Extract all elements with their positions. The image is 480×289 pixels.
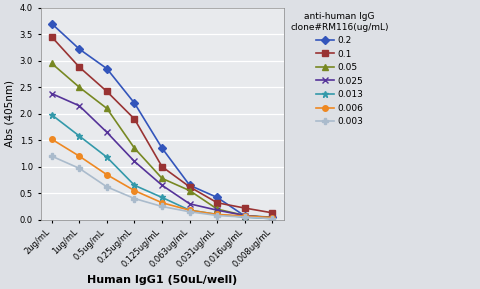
Line: 0.003: 0.003 <box>49 153 275 221</box>
0.013 <box>48 113 54 116</box>
0.006 <box>132 189 137 192</box>
Line: 0.1: 0.1 <box>49 34 275 216</box>
0.05 <box>132 147 137 150</box>
0.013 <box>76 134 82 138</box>
0.003 <box>76 166 82 170</box>
Line: 0.2: 0.2 <box>49 21 275 220</box>
0.1 <box>186 185 192 189</box>
0.006 <box>241 214 247 218</box>
0.05 <box>269 216 275 219</box>
0.2 <box>269 215 275 219</box>
0.1 <box>269 211 275 215</box>
0.2 <box>132 101 137 105</box>
0.013 <box>104 155 109 159</box>
0.025 <box>214 208 220 212</box>
0.05 <box>104 107 109 110</box>
0.003 <box>48 154 54 158</box>
0.2 <box>214 196 220 199</box>
0.003 <box>186 210 192 214</box>
0.05 <box>48 62 54 65</box>
X-axis label: Human IgG1 (50uL/well): Human IgG1 (50uL/well) <box>87 275 237 285</box>
0.006 <box>186 208 192 212</box>
0.013 <box>159 196 165 199</box>
0.013 <box>269 217 275 221</box>
Y-axis label: Abs (405nm): Abs (405nm) <box>4 80 14 147</box>
0.025 <box>48 92 54 95</box>
0.003 <box>104 185 109 189</box>
0.1 <box>104 90 109 93</box>
0.1 <box>76 65 82 69</box>
0.006 <box>214 213 220 216</box>
0.013 <box>132 184 137 187</box>
0.006 <box>48 138 54 141</box>
0.2 <box>159 147 165 150</box>
Line: 0.025: 0.025 <box>48 90 276 222</box>
0.003 <box>159 205 165 208</box>
0.003 <box>132 197 137 200</box>
0.025 <box>76 104 82 108</box>
0.05 <box>159 177 165 180</box>
0.003 <box>214 214 220 217</box>
0.1 <box>214 201 220 205</box>
0.003 <box>269 217 275 221</box>
0.006 <box>159 201 165 205</box>
0.025 <box>159 184 165 187</box>
0.006 <box>104 173 109 176</box>
0.1 <box>241 206 247 210</box>
0.013 <box>241 215 247 219</box>
Line: 0.006: 0.006 <box>49 136 275 221</box>
Line: 0.013: 0.013 <box>48 111 276 222</box>
0.05 <box>241 214 247 217</box>
0.013 <box>214 213 220 216</box>
0.025 <box>241 214 247 217</box>
Legend: 0.2, 0.1, 0.05, 0.025, 0.013, 0.006, 0.003: 0.2, 0.1, 0.05, 0.025, 0.013, 0.006, 0.0… <box>290 12 388 126</box>
0.2 <box>241 214 247 218</box>
0.1 <box>48 35 54 38</box>
0.05 <box>186 189 192 192</box>
0.025 <box>132 160 137 163</box>
0.025 <box>269 216 275 220</box>
0.003 <box>241 215 247 219</box>
0.006 <box>269 216 275 219</box>
0.1 <box>159 165 165 168</box>
Line: 0.05: 0.05 <box>48 60 276 221</box>
0.006 <box>76 154 82 158</box>
0.05 <box>214 208 220 211</box>
0.2 <box>104 67 109 71</box>
0.2 <box>186 184 192 187</box>
0.1 <box>132 117 137 121</box>
0.025 <box>186 202 192 205</box>
0.025 <box>104 131 109 134</box>
0.2 <box>76 47 82 51</box>
0.013 <box>186 208 192 212</box>
0.2 <box>48 22 54 25</box>
0.05 <box>76 86 82 89</box>
